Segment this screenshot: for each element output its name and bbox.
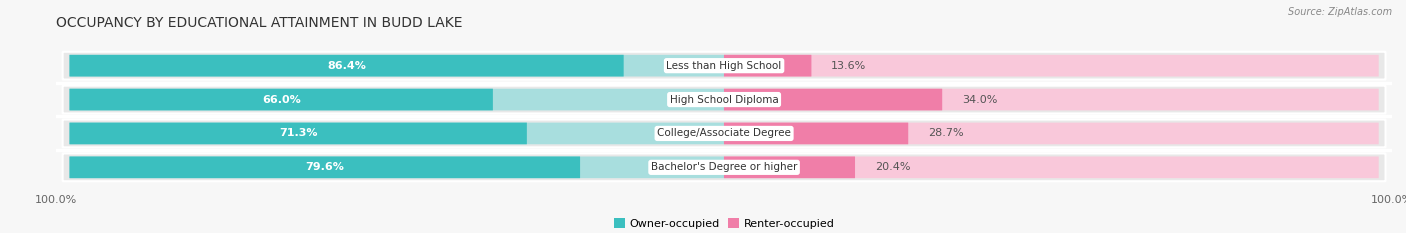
FancyBboxPatch shape	[69, 123, 527, 144]
Text: Less than High School: Less than High School	[666, 61, 782, 71]
FancyBboxPatch shape	[69, 123, 724, 144]
FancyBboxPatch shape	[69, 157, 581, 178]
Text: 28.7%: 28.7%	[928, 128, 963, 138]
Text: OCCUPANCY BY EDUCATIONAL ATTAINMENT IN BUDD LAKE: OCCUPANCY BY EDUCATIONAL ATTAINMENT IN B…	[56, 16, 463, 30]
FancyBboxPatch shape	[724, 89, 1379, 110]
Text: 71.3%: 71.3%	[278, 128, 318, 138]
Text: 20.4%: 20.4%	[875, 162, 911, 172]
FancyBboxPatch shape	[724, 157, 855, 178]
FancyBboxPatch shape	[63, 52, 1385, 79]
Text: 79.6%: 79.6%	[305, 162, 344, 172]
FancyBboxPatch shape	[69, 55, 724, 76]
Text: High School Diploma: High School Diploma	[669, 95, 779, 105]
FancyBboxPatch shape	[724, 55, 811, 76]
FancyBboxPatch shape	[69, 55, 624, 76]
FancyBboxPatch shape	[63, 154, 1385, 181]
Text: 66.0%: 66.0%	[262, 95, 301, 105]
FancyBboxPatch shape	[69, 157, 724, 178]
Text: 13.6%: 13.6%	[831, 61, 866, 71]
FancyBboxPatch shape	[63, 86, 1385, 113]
FancyBboxPatch shape	[724, 123, 1379, 144]
Text: 34.0%: 34.0%	[962, 95, 997, 105]
Text: College/Associate Degree: College/Associate Degree	[657, 128, 792, 138]
Text: 86.4%: 86.4%	[328, 61, 366, 71]
FancyBboxPatch shape	[724, 89, 942, 110]
FancyBboxPatch shape	[724, 123, 908, 144]
FancyBboxPatch shape	[69, 89, 724, 110]
FancyBboxPatch shape	[63, 120, 1385, 147]
FancyBboxPatch shape	[724, 55, 1379, 76]
FancyBboxPatch shape	[724, 157, 1379, 178]
Text: Bachelor's Degree or higher: Bachelor's Degree or higher	[651, 162, 797, 172]
Legend: Owner-occupied, Renter-occupied: Owner-occupied, Renter-occupied	[609, 214, 839, 233]
FancyBboxPatch shape	[69, 89, 494, 110]
Text: Source: ZipAtlas.com: Source: ZipAtlas.com	[1288, 7, 1392, 17]
